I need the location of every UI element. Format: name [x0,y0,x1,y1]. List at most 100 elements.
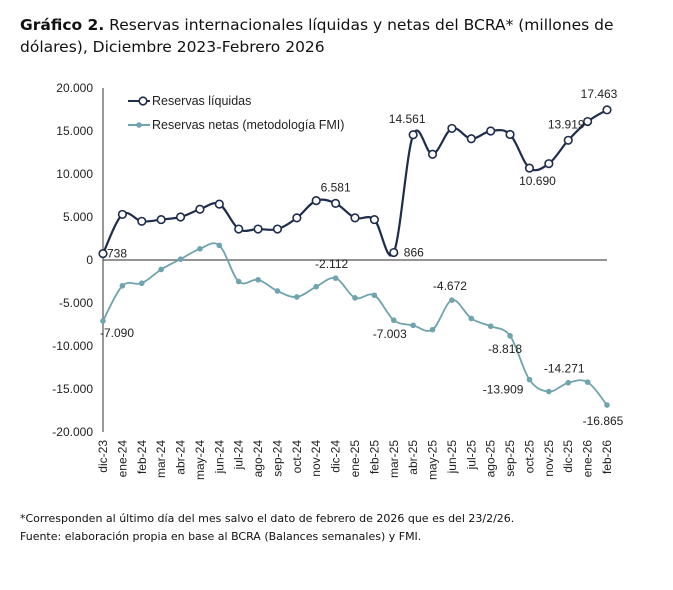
x-tick-label: oct-24 [290,440,304,474]
data-point [371,292,378,299]
data-point [234,224,244,234]
x-tick-label: nov-25 [542,440,556,477]
y-tick-label: 5.000 [63,210,93,224]
legend-label: Reservas líquidas [152,94,251,108]
legend-label: Reservas netas (metodología FMI) [152,118,344,132]
data-point [292,213,302,223]
x-tick-label: dic-25 [561,440,575,473]
x-tick-label: feb-25 [367,440,381,474]
x-tick-label: sep-25 [503,440,517,477]
x-tick-label: feb-26 [600,440,614,474]
data-point [177,256,184,262]
x-tick-label: feb-24 [135,440,149,474]
x-tick-label: abr-25 [406,440,420,475]
data-point [583,116,593,127]
data-point [604,402,610,408]
data-label: 10.690 [519,174,556,188]
source-note: Fuente: elaboración propia en base al BC… [20,530,422,543]
data-point [449,297,455,303]
data-point [195,204,205,214]
data-point [352,295,358,301]
data-label: -7.003 [373,327,407,341]
data-point [331,198,341,209]
y-tick-label: -15.000 [52,382,93,396]
x-tick-label: jun-24 [212,440,226,475]
y-tick-label: 0 [86,253,93,267]
data-point [546,388,552,395]
data-point [175,212,186,222]
data-label: -7.090 [100,326,134,340]
data-point [427,149,438,159]
data-point [602,105,612,115]
data-point [313,283,320,290]
data-point [369,214,379,225]
title-bold: Gráfico 2. [20,16,105,34]
x-tick-label: may-24 [193,440,207,480]
data-point [197,246,203,252]
data-point [137,216,147,226]
x-tick-label: ago-25 [484,440,498,478]
data-label: -13.909 [483,383,524,397]
y-tick-label: 10.000 [56,167,93,181]
data-label: 13.919 [548,117,585,131]
data-point [584,379,591,385]
y-tick-label: 15.000 [56,124,93,138]
y-tick-label: -5.000 [59,296,93,310]
data-label: 738 [107,247,127,261]
data-label: -8.818 [488,342,522,356]
data-label: 17.463 [581,87,618,101]
data-label: -2.112 [315,257,348,271]
data-point [486,126,496,136]
data-point [294,294,300,300]
x-tick-label: may-25 [426,440,440,480]
y-tick-label: -10.000 [52,339,93,353]
data-point [138,280,145,287]
x-tick-label: abr-24 [174,440,188,475]
data-point [350,213,360,223]
chart-title: Gráfico 2. Reservas internacionales líqu… [20,14,670,58]
y-tick-label: -20.000 [52,425,93,439]
data-point [389,247,399,258]
data-point [507,333,513,339]
x-tick-label: nov-24 [309,440,323,477]
x-tick-label: ene-24 [115,440,129,478]
data-label: 6.581 [321,180,351,194]
data-point [526,376,533,383]
x-tick-label: ago-24 [251,440,265,478]
title-text: Reservas internacionales líquidas y neta… [20,16,614,56]
x-tick-label: jul-25 [464,440,478,471]
data-point [253,224,263,234]
x-tick-label: dic-23 [96,440,110,473]
data-point [100,318,106,324]
data-point [505,129,515,140]
legend-marker [138,96,148,106]
x-tick-label: mar-25 [387,440,401,478]
data-point [410,322,416,329]
data-point [487,323,494,330]
data-label: -4.672 [433,279,467,293]
y-tick-label: 20.000 [56,81,93,95]
data-point [272,224,283,234]
data-point [216,242,223,249]
x-tick-label: mar-24 [154,440,168,478]
data-point [447,123,457,134]
data-point [158,266,164,273]
footnote: *Corresponden al último día del mes salv… [20,512,515,525]
data-point [565,379,572,386]
data-label: 866 [404,246,424,260]
x-tick-label: jul-24 [232,440,246,471]
data-point [468,315,475,322]
data-point [429,326,436,333]
data-label: -14.271 [544,362,585,376]
data-point [408,130,418,140]
data-point [332,275,339,281]
data-point [390,317,397,324]
data-point [98,249,108,259]
data-point [156,214,166,225]
data-point [274,288,281,294]
data-point [563,135,573,145]
x-tick-label: jun-25 [445,440,459,475]
data-point [117,209,127,220]
data-point [255,276,261,283]
